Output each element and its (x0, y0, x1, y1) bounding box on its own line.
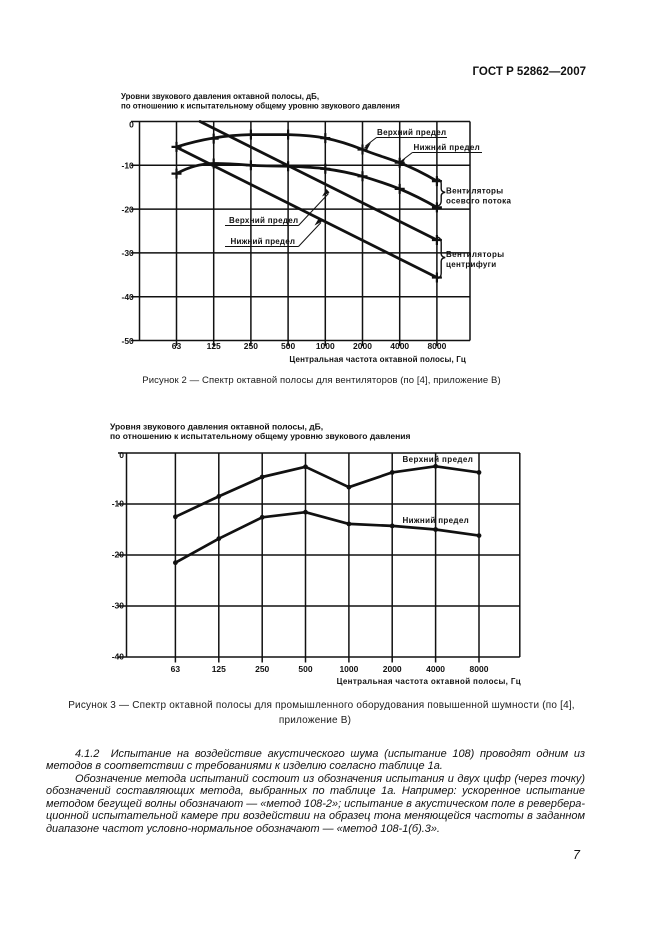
svg-text:осевого потока: осевого потока (446, 197, 511, 206)
svg-text:-10: -10 (112, 499, 125, 509)
svg-text:-40: -40 (122, 292, 135, 302)
svg-text:0: 0 (129, 119, 134, 129)
svg-text:63: 63 (171, 664, 181, 674)
svg-text:250: 250 (244, 341, 258, 351)
svg-text:2000: 2000 (383, 664, 402, 674)
svg-text:Уровни звукового давления окта: Уровни звукового давления октавной полос… (121, 92, 319, 101)
svg-text:125: 125 (207, 341, 221, 351)
svg-text:1000: 1000 (316, 341, 335, 351)
svg-text:-20: -20 (122, 204, 135, 214)
svg-text:1000: 1000 (339, 664, 358, 674)
svg-text:Нижний предел: Нижний предел (231, 237, 296, 246)
svg-text:-40: -40 (112, 652, 125, 662)
svg-text:Вентиляторы: Вентиляторы (446, 187, 503, 196)
svg-text:125: 125 (212, 664, 226, 674)
svg-text:по отношению к испытательному: по отношению к испытательному общему уро… (110, 431, 410, 441)
svg-text:-30: -30 (112, 601, 125, 611)
svg-text:0: 0 (119, 450, 124, 460)
svg-text:4000: 4000 (390, 341, 409, 351)
svg-text:-10: -10 (122, 161, 135, 171)
svg-text:центрифуги: центрифуги (446, 260, 497, 269)
svg-text:8000: 8000 (470, 664, 489, 674)
svg-text:250: 250 (255, 664, 269, 674)
svg-text:-30: -30 (122, 248, 135, 258)
svg-text:по отношению к испытательному: по отношению к испытательному общему уро… (121, 101, 400, 110)
svg-text:-20: -20 (112, 550, 125, 560)
svg-text:Нижний предел: Нижний предел (403, 516, 470, 525)
svg-text:Нижний предел: Нижний предел (414, 143, 481, 152)
svg-text:Верхний предел: Верхний предел (377, 128, 446, 137)
svg-text:63: 63 (172, 341, 182, 351)
svg-text:Вентиляторы: Вентиляторы (446, 250, 504, 259)
svg-text:4000: 4000 (426, 664, 445, 674)
svg-text:Уровня звукового давления окта: Уровня звукового давления октавной полос… (110, 422, 323, 432)
svg-text:Верхний предел: Верхний предел (229, 216, 298, 225)
svg-text:-50: -50 (122, 336, 135, 346)
svg-text:Верхний предел: Верхний предел (403, 455, 474, 464)
svg-text:8000: 8000 (427, 341, 446, 351)
svg-text:500: 500 (298, 664, 312, 674)
svg-text:Центральная частота октавной п: Центральная частота октавной полосы, Гц (337, 677, 521, 686)
svg-text:500: 500 (281, 341, 295, 351)
svg-text:Центральная частота октавной п: Центральная частота октавной полосы, Гц (289, 355, 466, 364)
svg-text:2000: 2000 (353, 341, 372, 351)
